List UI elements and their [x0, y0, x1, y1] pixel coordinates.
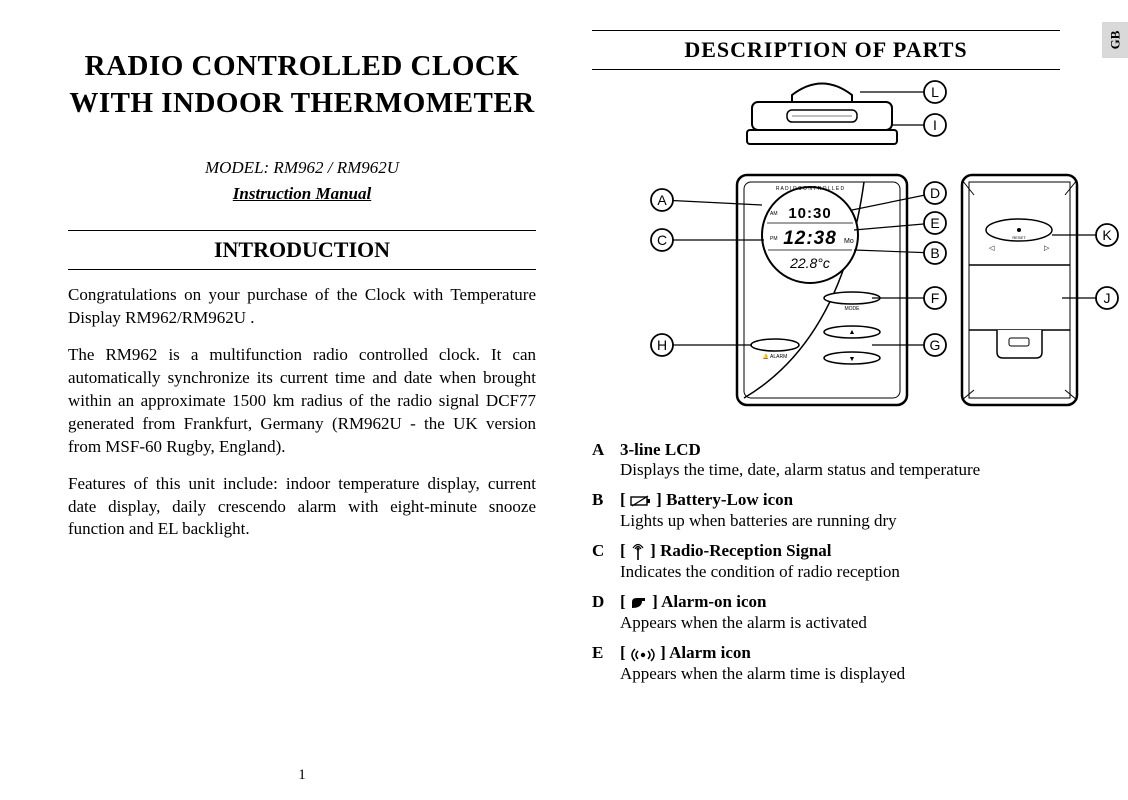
part-desc: Appears when the alarm time is displayed — [620, 664, 1060, 684]
part-title-text: Battery-Low icon — [666, 490, 793, 509]
manual-label: Instruction Manual — [68, 184, 536, 204]
page-number: 1 — [298, 767, 306, 784]
part-row-A: A3-line LCDDisplays the time, date, alar… — [592, 440, 1060, 480]
part-title: 3-line LCD — [620, 440, 1060, 460]
alarm-on-icon — [630, 592, 648, 612]
intro-para-1: Congratulations on your purchase of the … — [68, 284, 536, 330]
part-letter: A — [592, 440, 620, 480]
svg-text:▼: ▼ — [849, 356, 856, 363]
callout-label-L: L — [931, 84, 939, 100]
part-body: [ ] Battery-Low iconLights up when batte… — [620, 490, 1060, 531]
part-row-E: E[ ] Alarm iconAppears when the alarm ti… — [592, 643, 1060, 684]
part-desc: Appears when the alarm is activated — [620, 613, 1060, 633]
svg-text:PM: PM — [770, 236, 778, 242]
part-title-text: Alarm-on icon — [661, 592, 766, 611]
callout-label-F: F — [931, 290, 940, 306]
callout-label-A: A — [657, 192, 667, 208]
callout-label-H: H — [657, 337, 667, 353]
callout-label-J: J — [1104, 290, 1111, 306]
parts-diagram: R A D I O C O N T R O L L E D 10:30 12:3… — [592, 80, 1060, 430]
callout-label-E: E — [930, 215, 939, 231]
svg-text:🔔 ALARM: 🔔 ALARM — [763, 353, 788, 360]
part-title-text: 3-line LCD — [620, 440, 701, 459]
part-body: [ ] Alarm-on iconAppears when the alarm … — [620, 592, 1060, 633]
svg-text:▷: ▷ — [1044, 245, 1050, 252]
callout-label-I: I — [933, 117, 937, 133]
callout-label-G: G — [930, 337, 941, 353]
part-desc: Lights up when batteries are running dry — [620, 511, 1060, 531]
svg-text:◁: ◁ — [989, 245, 995, 252]
svg-text:RESET: RESET — [1012, 235, 1026, 240]
part-row-B: B[ ] Battery-Low iconLights up when batt… — [592, 490, 1060, 531]
lcd-header: R A D I O C O N T R O L L E D — [776, 186, 845, 192]
lcd-line3: 22.8°c — [789, 255, 830, 271]
part-title: [ ] Radio-Reception Signal — [620, 541, 1060, 562]
part-desc: Displays the time, date, alarm status an… — [620, 460, 1060, 480]
diagram-front-unit: R A D I O C O N T R O L L E D 10:30 12:3… — [737, 175, 907, 405]
part-desc: Indicates the condition of radio recepti… — [620, 562, 1060, 582]
alarm-waves-icon — [630, 643, 656, 663]
part-title-text: Radio-Reception Signal — [660, 541, 831, 560]
lcd-line1: 10:30 — [788, 205, 831, 222]
model-label: MODEL: RM962 / RM962U — [68, 158, 536, 178]
part-letter: C — [592, 541, 620, 582]
page: RADIO CONTROLLED CLOCK WITH INDOOR THERM… — [0, 0, 1128, 800]
callout-label-D: D — [930, 185, 940, 201]
part-title: [ ] Alarm-on icon — [620, 592, 1060, 613]
callout-label-B: B — [930, 245, 939, 261]
right-column: DESCRIPTION OF PARTS — [564, 20, 1088, 790]
part-title: [ ] Battery-Low icon — [620, 490, 1060, 511]
callout-label-K: K — [1102, 227, 1112, 243]
radio-signal-icon — [630, 541, 646, 561]
parts-heading: DESCRIPTION OF PARTS — [592, 31, 1060, 69]
language-tab-label: GB — [1107, 31, 1123, 50]
intro-heading: INTRODUCTION — [68, 230, 536, 270]
battery-low-icon — [630, 490, 652, 510]
parts-list: A3-line LCDDisplays the time, date, alar… — [592, 440, 1060, 684]
callout-label-C: C — [657, 232, 667, 248]
intro-section: INTRODUCTION — [68, 230, 536, 270]
intro-para-2: The RM962 is a multifunction radio contr… — [68, 344, 536, 459]
part-body: 3-line LCDDisplays the time, date, alarm… — [620, 440, 1060, 480]
part-title: [ ] Alarm icon — [620, 643, 1060, 664]
language-tab: GB — [1102, 22, 1128, 58]
svg-text:Mo: Mo — [844, 238, 854, 245]
part-letter: D — [592, 592, 620, 633]
product-title-line1: RADIO CONTROLLED CLOCK — [68, 50, 536, 83]
svg-text:▲: ▲ — [849, 329, 856, 336]
left-column: RADIO CONTROLLED CLOCK WITH INDOOR THERM… — [40, 20, 564, 790]
part-title-text: Alarm icon — [669, 643, 751, 662]
diagram-back-unit: RESET ◁ ▷ — [962, 175, 1077, 405]
bottom-rule — [592, 69, 1060, 70]
part-body: [ ] Alarm iconAppears when the alarm tim… — [620, 643, 1060, 684]
svg-text:AM: AM — [770, 211, 778, 217]
part-row-C: C[ ] Radio-Reception SignalIndicates the… — [592, 541, 1060, 582]
part-letter: B — [592, 490, 620, 531]
lcd-line2: 12:38 — [783, 228, 837, 249]
svg-text:MODE: MODE — [845, 306, 861, 312]
part-letter: E — [592, 643, 620, 684]
part-row-D: D[ ] Alarm-on iconAppears when the alarm… — [592, 592, 1060, 633]
part-body: [ ] Radio-Reception SignalIndicates the … — [620, 541, 1060, 582]
intro-para-3: Features of this unit include: indoor te… — [68, 473, 536, 542]
product-title-line2: WITH INDOOR THERMOMETER — [68, 87, 536, 120]
